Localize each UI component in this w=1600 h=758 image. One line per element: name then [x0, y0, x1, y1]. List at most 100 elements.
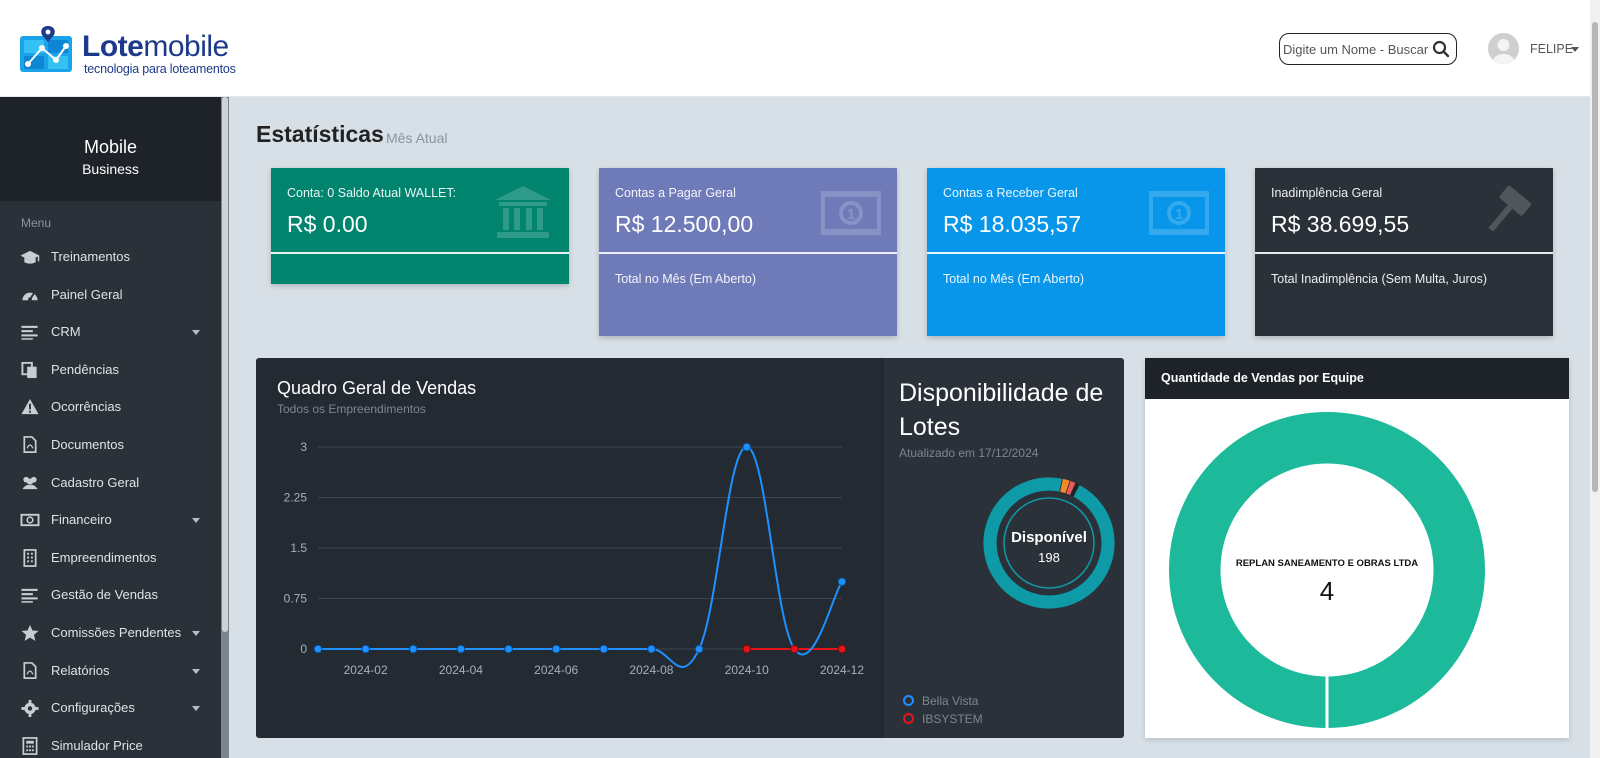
stat-label: Conta: 0 Saldo Atual WALLET: [287, 186, 457, 200]
data-point[interactable] [504, 644, 513, 654]
donut-slice-disponivel[interactable] [983, 477, 1115, 609]
search-input[interactable] [1283, 37, 1428, 61]
logo-map-icon [20, 26, 72, 72]
sidebar-item-painel-geral[interactable]: Painel Geral [0, 276, 221, 314]
sidebar-scrollbar-thumb[interactable] [222, 97, 228, 632]
data-point[interactable] [742, 442, 752, 452]
stat-divider [599, 252, 897, 254]
sidebar-menu: Treinamentos Painel Geral CRM Pendências Oco… [0, 238, 221, 758]
team-sales-donut-chart: REPLAN SANEAMENTO E OBRAS LTDA 4 [1169, 412, 1485, 728]
sidebar-item-label: Treinamentos [51, 249, 130, 264]
data-point[interactable] [599, 644, 609, 654]
x-tick-label: 2024-02 [344, 663, 388, 677]
team-sales-panel: Quantidade de Vendas por Equipe REPLAN S… [1145, 358, 1569, 738]
page-scrollbar[interactable] [1590, 0, 1600, 758]
sidebar-item-gestao-de-vendas[interactable]: Gestão de Vendas [0, 576, 221, 614]
sidebar: Mobile Business Menu Treinamentos Painel … [0, 97, 229, 758]
stat-value: R$ 38.699,55 [1271, 211, 1410, 237]
data-point[interactable] [742, 644, 752, 654]
accounts-receivable-card[interactable]: Contas a Receber Geral R$ 18.035,57 1 To… [927, 168, 1225, 336]
sidebar-item-crm[interactable]: CRM [0, 313, 221, 351]
donut-slice-replan[interactable] [1169, 412, 1485, 728]
stat-value: R$ 0.00 [287, 211, 368, 237]
sidebar-item-relatorios[interactable]: Relatórios [0, 652, 221, 690]
chevron-down-icon[interactable] [192, 518, 200, 524]
wallet-balance-card[interactable]: Conta: 0 Saldo Atual WALLET: R$ 0.00 [271, 168, 569, 284]
user-avatar[interactable] [1488, 33, 1519, 64]
legend-label: IBSYSTEM [922, 712, 983, 726]
page-title: Estatísticas [256, 121, 384, 147]
sales-chart-title: Quadro Geral de Vendas [277, 378, 477, 398]
sidebar-item-configuracoes[interactable]: Configurações [0, 689, 221, 727]
data-point[interactable] [408, 644, 418, 654]
sidebar-scrollbar[interactable] [221, 97, 229, 758]
stat-label: Inadimplência Geral [1271, 186, 1383, 200]
svg-text:1: 1 [1175, 206, 1183, 223]
team-name-label: REPLAN SANEAMENTO E OBRAS LTDA [1236, 558, 1418, 569]
money-bill-icon: 1 [1149, 191, 1209, 235]
sidebar-item-label: Gestão de Vendas [51, 587, 158, 603]
legend-marker-icon [903, 713, 914, 724]
sidebar-item-label: Simulador Price [51, 737, 143, 753]
stat-footer: Total no Mês (Em Aberto) [927, 254, 1225, 336]
star-icon [21, 624, 39, 641]
sidebar-item-pendencias[interactable]: Pendências [0, 351, 221, 389]
donut-inner-ring [1004, 498, 1094, 588]
lotemobile-logo[interactable]: Lotemobile tecnologia para loteamentos [20, 26, 260, 78]
search-icon[interactable] [1432, 40, 1450, 58]
team-sales-header: Quantidade de Vendas por Equipe [1145, 358, 1569, 399]
data-point[interactable] [837, 577, 847, 586]
y-tick-label: 1.5 [290, 541, 307, 555]
sidebar-item-cadastro-geral[interactable]: Cadastro Geral [0, 464, 221, 502]
x-tick-label: 2024-12 [820, 663, 864, 677]
x-tick-label: 2024-04 [439, 663, 483, 677]
availability-panel: Disponibilidade de Lotes Atualizado em 1… [884, 358, 1124, 738]
data-point[interactable] [647, 644, 656, 654]
dashboard-gauge-icon [22, 292, 38, 301]
page-scrollbar-thumb[interactable] [1592, 22, 1598, 492]
chevron-down-icon[interactable] [192, 668, 200, 674]
logo-wordmark: Lotemobile [82, 30, 229, 63]
donut-center-value: 198 [1038, 550, 1060, 565]
sidebar-item-documentos[interactable]: Documentos [0, 426, 221, 464]
chevron-down-icon[interactable] [192, 706, 200, 712]
sidebar-item-ocorrencias[interactable]: Ocorrências [0, 388, 221, 426]
x-tick-label: 2024-08 [629, 663, 673, 677]
sidebar-item-comissoes-pendentes[interactable]: Comissões Pendentes [0, 614, 221, 652]
data-point[interactable] [694, 644, 704, 654]
data-point[interactable] [456, 644, 466, 654]
sales-chart-subtitle: Todos os Empreendimentos [277, 402, 426, 416]
chevron-down-icon[interactable] [192, 330, 200, 336]
data-point[interactable] [361, 644, 370, 654]
data-point[interactable] [313, 644, 323, 654]
stat-footer: Total Inadimplência (Sem Multa, Juros) [1255, 254, 1553, 336]
data-point[interactable] [790, 644, 799, 654]
sidebar-item-treinamentos[interactable]: Treinamentos [0, 238, 221, 276]
sidebar-item-label: Ocorrências [51, 399, 122, 415]
stat-value: R$ 12.500,00 [615, 211, 754, 237]
brand-subtitle: Business [82, 161, 139, 177]
data-point[interactable] [837, 644, 847, 654]
accounts-payable-card[interactable]: Contas a Pagar Geral R$ 12.500,00 1 Tota… [599, 168, 897, 336]
warning-triangle-icon [21, 399, 39, 415]
sidebar-item-simulador-price[interactable]: Simulador Price [0, 727, 221, 758]
data-point[interactable] [551, 644, 561, 654]
donut-inner-edge [1220, 463, 1434, 677]
stat-divider [1255, 252, 1553, 254]
delinquency-card[interactable]: Inadimplência Geral R$ 38.699,55 Total I… [1255, 168, 1553, 336]
chevron-down-icon[interactable] [192, 630, 200, 636]
user-name[interactable]: FELIPE [1530, 42, 1574, 56]
sidebar-item-label: Relatórios [51, 662, 110, 678]
donut-slice-outro[interactable] [1070, 483, 1079, 497]
sidebar-item-financeiro[interactable]: Financeiro [0, 501, 221, 539]
sidebar-item-label: Configurações [51, 700, 135, 716]
logo-tagline: tecnologia para loteamentos [84, 62, 236, 76]
x-tick-label: 2024-10 [725, 663, 769, 677]
sidebar-item-empreendimentos[interactable]: Empreendimentos [0, 539, 221, 577]
donut-hole [999, 493, 1099, 593]
user-dropdown-caret-icon[interactable] [1571, 47, 1579, 52]
y-tick-label: 0.75 [284, 592, 308, 606]
stat-footnote: Total no Mês (Em Aberto) [615, 272, 757, 286]
sidebar-item-label: Pendências [51, 361, 119, 377]
sidebar-item-label: CRM [51, 324, 81, 340]
